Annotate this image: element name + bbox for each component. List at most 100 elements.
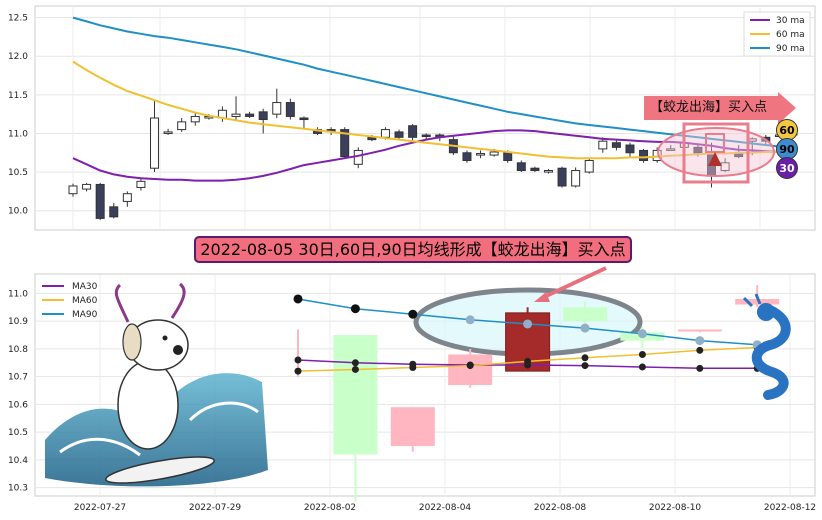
- bottom-candle: [390, 407, 435, 452]
- bottom-ma-point: [580, 323, 590, 333]
- bottom-ma-point: [523, 319, 533, 329]
- bottom-y-tick: 10.5: [8, 428, 28, 438]
- bottom-candle-body: [563, 307, 607, 322]
- bottom-ma-point: [466, 362, 474, 370]
- top-candle: [68, 183, 78, 197]
- top-candle-body: [136, 180, 146, 189]
- top-y-tick: 10.0: [8, 207, 28, 217]
- bottom-y-tick-labels: 10.3 10.4 10.5 10.6 10.7 10.8 10.9 11.0: [8, 289, 28, 493]
- bottom-x-tick-labels: 2022-07-27 2022-07-29 2022-08-02 2022-08-04…: [74, 503, 816, 513]
- top-candle: [258, 108, 268, 134]
- bottom-ma-point: [409, 364, 417, 372]
- bottom-x-tick: 2022-08-10: [649, 503, 702, 513]
- top-candle-body: [299, 117, 309, 121]
- top-candle-body: [272, 102, 282, 115]
- top-candle: [476, 150, 486, 159]
- top-candle: [639, 148, 649, 163]
- bottom-legend-ma30: MA30: [72, 282, 98, 292]
- bottom-x-tick: 2022-07-29: [189, 503, 242, 513]
- top-candle-body: [516, 162, 526, 172]
- bottom-ma-point: [408, 309, 418, 319]
- bottom-x-tick: 2022-08-04: [419, 503, 472, 513]
- top-candle-body: [353, 149, 363, 165]
- bottom-x-tick: 2022-08-02: [304, 503, 356, 513]
- top-y-tick-labels: 10.0 10.5 11.0 11.5 12.0 12.5: [8, 14, 28, 217]
- bottom-legend-ma90: MA90: [72, 310, 98, 320]
- top-candle: [272, 88, 282, 118]
- top-candle: [299, 116, 309, 130]
- bottom-y-tick: 10.3: [8, 484, 28, 494]
- top-candle-body: [163, 131, 173, 134]
- bottom-legend-ma60: MA60: [72, 296, 98, 306]
- top-candle: [394, 129, 404, 140]
- top-y-tick: 11.5: [8, 91, 28, 101]
- top-candle: [340, 127, 350, 159]
- top-legend-ma90: 90 ma: [776, 44, 805, 54]
- top-candle: [177, 118, 187, 132]
- top-candle-body: [489, 151, 499, 156]
- top-candle-body: [571, 170, 581, 187]
- top-y-tick: 12.5: [8, 14, 28, 24]
- top-candle-body: [530, 167, 540, 172]
- top-y-tick: 11.0: [8, 129, 28, 139]
- top-candle-body: [625, 144, 635, 154]
- top-candle-body: [285, 102, 295, 117]
- top-candle-body: [693, 146, 703, 154]
- top-y-tick: 10.5: [8, 168, 28, 178]
- bottom-ma-point: [696, 364, 704, 372]
- bottom-ma-point: [351, 359, 359, 367]
- top-candle: [625, 142, 635, 157]
- top-candle: [136, 178, 146, 191]
- bottom-candle-body: [677, 329, 722, 332]
- bottom-ma-point: [351, 365, 359, 373]
- top-candle: [95, 182, 105, 220]
- top-candle-body: [611, 142, 621, 148]
- top-candle: [666, 145, 676, 151]
- bottom-ma-point: [696, 346, 704, 354]
- bottom-ma-point: [581, 362, 589, 370]
- top-y-tick: 12.0: [8, 52, 28, 62]
- top-candle: [163, 128, 173, 135]
- top-candle-body: [543, 170, 553, 173]
- top-candle-body: [380, 129, 390, 138]
- top-candle-body: [666, 148, 676, 151]
- top-ma90-line: [72, 16, 794, 150]
- bottom-ma-point: [524, 357, 532, 365]
- top-candle-body: [245, 113, 255, 117]
- top-candle: [462, 150, 472, 163]
- top-ma60-line: [72, 60, 793, 160]
- top-candle: [109, 202, 119, 219]
- top-candle: [245, 111, 255, 118]
- top-candle-body: [476, 153, 486, 156]
- bottom-candle-body: [448, 354, 493, 385]
- top-buy-triangle: [708, 152, 722, 166]
- bottom-y-tick: 10.9: [8, 317, 28, 327]
- top-candle: [150, 101, 160, 173]
- top-legend-ma30: 30 ma: [776, 16, 805, 26]
- bottom-candle: [677, 329, 722, 333]
- top-candle-body: [584, 159, 594, 173]
- top-candle-body: [82, 183, 92, 190]
- coin-60: 60: [776, 119, 798, 141]
- top-candle: [557, 166, 567, 188]
- bottom-candle-body: [333, 335, 378, 455]
- bottom-ma-point: [350, 304, 360, 314]
- surfing-dog-illustration: [45, 282, 268, 487]
- top-candle: [285, 98, 295, 120]
- bottom-legend: MA30 MA60 MA90: [42, 282, 98, 320]
- top-candle: [530, 166, 540, 173]
- bottom-y-tick: 11.0: [8, 289, 28, 299]
- bottom-y-tick: 10.4: [8, 456, 28, 466]
- top-candle-body: [394, 131, 404, 138]
- top-candle: [408, 124, 418, 142]
- buy-signal-badge: 【蛟龙出海】买入点: [644, 96, 778, 120]
- top-candle-body: [408, 125, 418, 138]
- bottom-x-tick: 2022-07-27: [74, 503, 126, 513]
- top-legend-ma60: 60 ma: [776, 30, 805, 40]
- top-candle: [190, 111, 200, 126]
- bottom-ma-point: [465, 315, 475, 325]
- top-candle-body: [68, 185, 78, 195]
- buy-signal-badge-arrow: [778, 92, 796, 124]
- top-candle: [543, 168, 553, 174]
